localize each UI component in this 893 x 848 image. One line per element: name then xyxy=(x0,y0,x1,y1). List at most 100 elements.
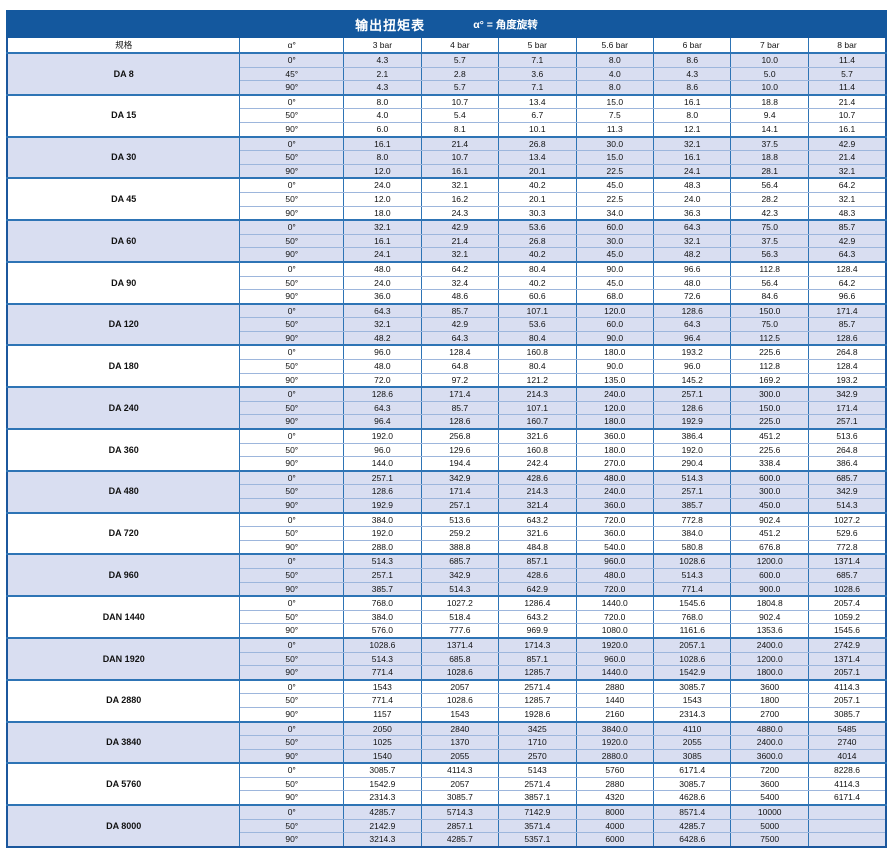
torque-value-cell: 1800 xyxy=(730,693,809,708)
torque-value-cell: 28.1 xyxy=(730,163,809,179)
torque-value-cell: 48.2 xyxy=(343,330,422,346)
spec-cell: DA 15 xyxy=(6,93,241,138)
torque-value-cell: 2571.4 xyxy=(498,678,577,695)
torque-value-cell: 129.6 xyxy=(420,442,500,458)
torque-value-cell: 8228.6 xyxy=(807,762,887,778)
torque-value-cell: 257.1 xyxy=(807,414,887,430)
angle-cell: 50° xyxy=(239,484,345,499)
torque-value-cell: 64.2 xyxy=(807,275,887,291)
angle-cell: 0° xyxy=(239,93,345,110)
table-row: DA 60 0° 32.1 42.9 53.6 60.0 64.3 75.0 85.7 xyxy=(6,219,887,263)
torque-value-cell: 4114.3 xyxy=(420,762,500,778)
torque-value-cell: 1371.4 xyxy=(420,636,500,653)
torque-value-cell: 600.0 xyxy=(730,567,809,583)
torque-value-cell: 4114.3 xyxy=(807,776,887,792)
torque-value-cell: 2314.3 xyxy=(343,790,422,806)
torque-value-cell: 16.1 xyxy=(807,121,887,138)
title-legend-note: α° = 角度旋转 xyxy=(473,18,538,31)
torque-value-cell: 10.7 xyxy=(420,150,500,165)
torque-value-cell: 259.2 xyxy=(420,526,500,541)
torque-value-cell: 969.9 xyxy=(498,623,577,639)
table-row: 50° 771.4 1028.6 1285.7 1440 1543 1800 2057.1 xyxy=(7,693,887,708)
angle-cell: 0° xyxy=(239,511,345,528)
torque-value-cell: 2571.4 xyxy=(498,776,577,792)
torque-value-cell: 3085.7 xyxy=(653,678,732,695)
torque-value-cell: 384.0 xyxy=(343,609,422,625)
torque-value-cell: 40.2 xyxy=(498,177,577,193)
torque-value-cell: 171.4 xyxy=(807,302,887,319)
torque-value-cell: 685.7 xyxy=(807,469,887,486)
torque-value-cell: 16.2 xyxy=(420,191,500,207)
table-row: DA 90 0° 48.0 64.2 80.4 90.0 96.6 112.8 128.4 xyxy=(6,260,887,305)
torque-value-cell: 2055 xyxy=(420,748,500,764)
angle-cell: 90° xyxy=(239,247,345,263)
torque-value-cell: 32.1 xyxy=(343,219,422,235)
torque-value-cell: 2314.3 xyxy=(653,706,732,723)
torque-value-cell: 360.0 xyxy=(575,428,655,444)
torque-value-cell: 4014 xyxy=(807,748,887,764)
torque-value-cell: 288.0 xyxy=(343,539,422,555)
angle-cell: 0° xyxy=(239,636,345,653)
table-row: DA 8000 0° 4285.7 5714.3 7142.9 8000 8571.4 100… xyxy=(6,804,887,848)
torque-value-cell: 171.4 xyxy=(420,484,500,499)
torque-value-cell: 257.1 xyxy=(420,497,500,514)
torque-value-cell: 112.8 xyxy=(730,260,809,277)
torque-value-cell: 451.2 xyxy=(730,428,809,444)
torque-value-cell: 300.0 xyxy=(730,484,809,499)
torque-value-cell: 194.4 xyxy=(420,456,500,472)
torque-value-cell: 5.0 xyxy=(730,66,809,82)
spec-cell: DA 90 xyxy=(6,260,241,305)
torque-value-cell: 1285.7 xyxy=(498,693,577,708)
torque-value-cell: 1028.6 xyxy=(420,693,500,708)
torque-value-cell: 2057.4 xyxy=(807,595,887,611)
torque-value-cell: 180.0 xyxy=(575,344,655,361)
table-row: DA 3840 0° 2050 2840 3425 3840.0 4110 4880.0 548… xyxy=(6,720,887,764)
torque-value-cell: 16.1 xyxy=(343,233,422,249)
torque-value-cell: 685.8 xyxy=(420,651,500,667)
torque-value-cell: 214.3 xyxy=(498,484,577,499)
table-row: 90° 48.2 64.3 80.4 90.0 96.4 112.5 128.6 xyxy=(7,330,887,346)
table-row: DA 120 0° 64.3 85.7 107.1 120.0 128.6 150.0 171.… xyxy=(6,302,887,346)
torque-value-cell: 192.0 xyxy=(343,526,422,541)
torque-value-cell: 68.0 xyxy=(575,289,655,305)
torque-value-cell: 451.2 xyxy=(730,526,809,541)
torque-value-cell: 360.0 xyxy=(575,526,655,541)
torque-value-cell: 5.7 xyxy=(420,80,500,96)
angle-cell: 0° xyxy=(239,804,345,820)
torque-value-cell: 480.0 xyxy=(575,469,655,486)
spec-cell: DA 45 xyxy=(6,177,241,221)
torque-value-cell: 225.6 xyxy=(730,344,809,361)
torque-value-cell: 48.0 xyxy=(653,275,732,291)
torque-value-cell: 5400 xyxy=(730,790,809,806)
angle-cell: 50° xyxy=(239,233,345,249)
torque-value-cell: 128.6 xyxy=(343,386,422,402)
torque-table-sheet: 输出扭矩表 α° = 角度旋转 规格 α° 3 bar 4 bar 5 bar 5.6 b… xyxy=(6,10,887,848)
torque-value-cell: 2057.1 xyxy=(653,636,732,653)
angle-cell: 0° xyxy=(239,678,345,695)
torque-value-cell: 1714.3 xyxy=(498,636,577,653)
angle-cell: 90° xyxy=(239,790,345,806)
torque-value-cell: 3425 xyxy=(498,720,577,737)
torque-value-cell: 290.4 xyxy=(653,456,732,472)
table-row: 90° 4.3 5.7 7.1 8.0 8.6 10.0 11.4 xyxy=(7,80,887,96)
torque-value-cell: 2057 xyxy=(420,678,500,695)
torque-value-cell: 10.7 xyxy=(420,93,500,110)
torque-value-cell: 16.1 xyxy=(343,135,422,152)
angle-cell: 50° xyxy=(239,526,345,541)
angle-cell: 50° xyxy=(239,359,345,374)
torque-value-cell: 56.4 xyxy=(730,177,809,193)
torque-value-cell: 11.4 xyxy=(807,51,887,68)
torque-value-cell: 5357.1 xyxy=(498,832,577,848)
torque-value-cell: 30.3 xyxy=(498,205,577,221)
torque-value-cell: 48.3 xyxy=(807,205,887,221)
torque-value-cell: 3600 xyxy=(730,678,809,695)
torque-value-cell: 514.3 xyxy=(653,469,732,486)
table-row: 90° 1540 2055 2570 2880.0 3085 3600.0 4014 xyxy=(7,748,887,764)
torque-value-cell: 60.6 xyxy=(498,289,577,305)
torque-value-cell: 2160 xyxy=(575,706,655,723)
table-row: DA 720 0° 384.0 513.6 643.2 720.0 772.8 902.4 10… xyxy=(6,511,887,555)
torque-value-cell: 385.7 xyxy=(653,497,732,514)
torque-value-cell: 2050 xyxy=(343,720,422,737)
torque-value-cell: 4628.6 xyxy=(653,790,732,806)
table-row: DAN 1440 0° 768.0 1027.2 1286.4 1440.0 1545.6 1… xyxy=(6,595,887,639)
